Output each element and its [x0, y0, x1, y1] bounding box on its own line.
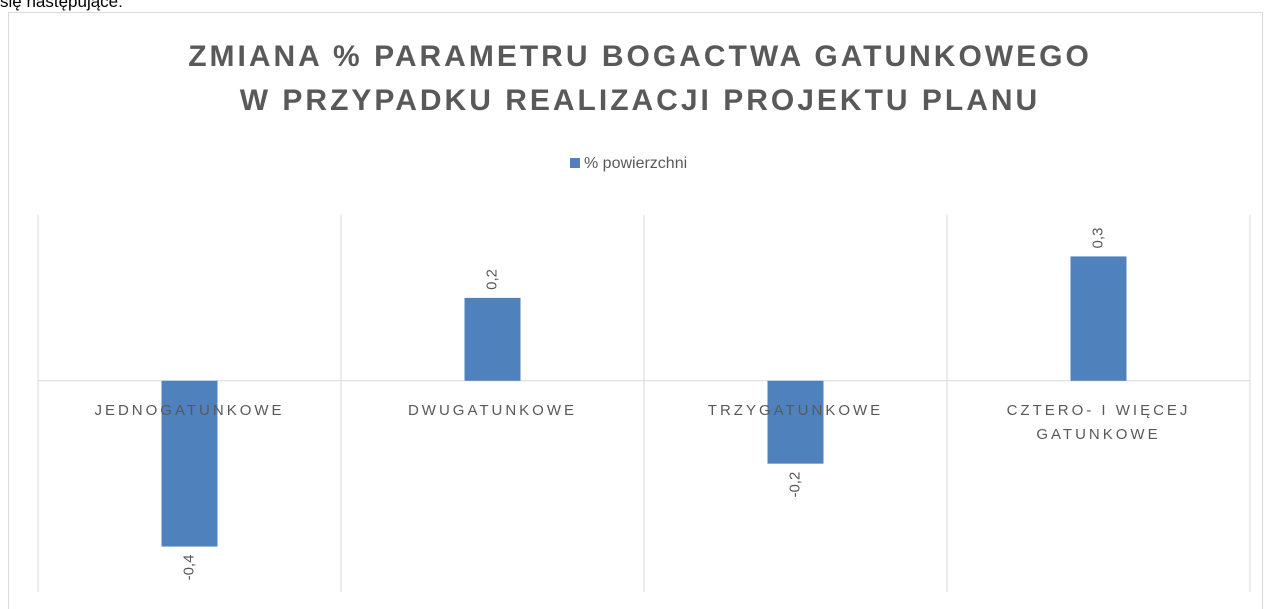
x-tick-label: DWUGATUNKOWE: [407, 401, 578, 419]
x-tick-label: TRZYGATUNKOWE: [707, 401, 884, 419]
bar: [1070, 256, 1127, 381]
x-tick-label: CZTERO- I WIĘCEJ GATUNKOWE: [1006, 401, 1191, 443]
chart-title: ZMIANA % PARAMETRU BOGACTWA GATUNKOWEGO: [188, 40, 1092, 73]
data-label: -0,2: [786, 472, 803, 498]
data-label: 0,2: [483, 269, 500, 290]
data-label: -0,4: [180, 555, 197, 581]
legend-swatch: [570, 158, 580, 168]
page-text: się następujące:: [0, 0, 123, 11]
bar: [161, 380, 218, 547]
x-tick-label: JEDNOGATUNKOWE: [94, 401, 285, 419]
chart-title: W PRZYPADKU REALIZACJI PROJEKTU PLANU: [240, 84, 1040, 117]
bar: [767, 380, 824, 464]
bar: [464, 297, 521, 381]
data-label: 0,3: [1089, 228, 1106, 249]
legend-label: % powierzchni: [584, 155, 687, 172]
